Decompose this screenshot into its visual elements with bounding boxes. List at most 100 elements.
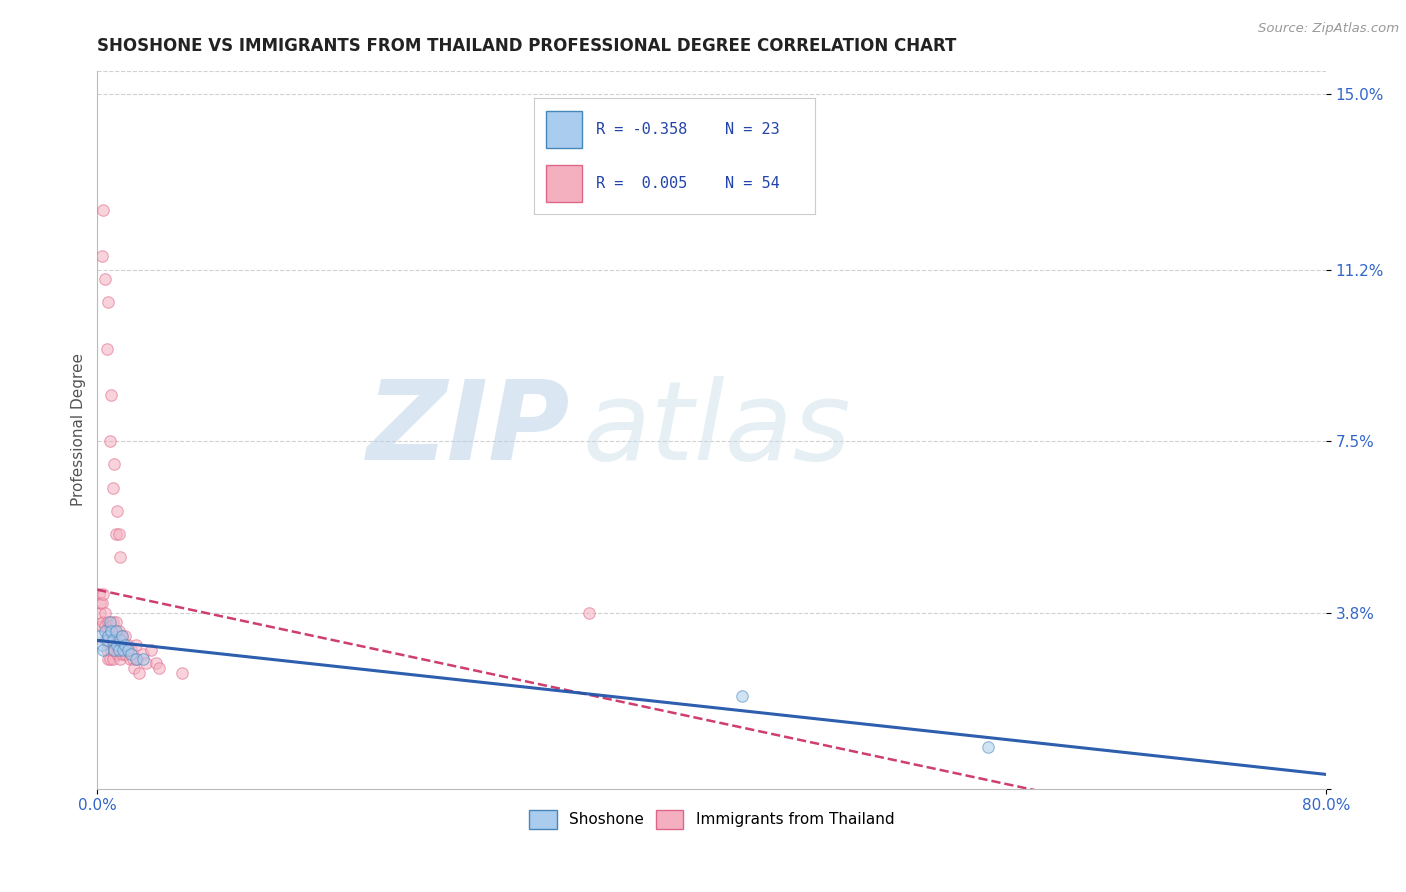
- Point: [93, 202, 115, 217]
- Point: [128, 665, 150, 680]
- Point: [110, 652, 132, 666]
- FancyBboxPatch shape: [546, 111, 582, 148]
- Point: [97, 633, 120, 648]
- Text: Source: ZipAtlas.com: Source: ZipAtlas.com: [1258, 22, 1399, 36]
- Point: [120, 642, 142, 657]
- Point: [103, 642, 125, 657]
- Point: [104, 526, 127, 541]
- Point: [89, 596, 111, 610]
- Point: [148, 661, 170, 675]
- Point: [112, 642, 135, 657]
- Point: [110, 549, 132, 564]
- Point: [578, 606, 600, 620]
- Point: [97, 615, 120, 629]
- Text: R = -0.358: R = -0.358: [596, 122, 688, 137]
- Point: [100, 642, 122, 657]
- Point: [91, 619, 114, 633]
- Point: [101, 481, 124, 495]
- Point: [145, 657, 167, 671]
- Point: [132, 652, 155, 666]
- Point: [96, 342, 118, 356]
- Point: [103, 642, 125, 657]
- Point: [97, 629, 120, 643]
- Point: [87, 587, 110, 601]
- Point: [132, 647, 155, 661]
- Point: [117, 638, 139, 652]
- Point: [94, 633, 117, 648]
- Point: [94, 624, 117, 638]
- Point: [97, 295, 120, 310]
- Point: [731, 689, 754, 703]
- Point: [110, 629, 132, 643]
- Point: [89, 606, 111, 620]
- Text: N = 23: N = 23: [725, 122, 780, 137]
- Point: [93, 642, 115, 657]
- Point: [94, 272, 117, 286]
- Point: [104, 624, 127, 638]
- Point: [170, 665, 193, 680]
- Point: [125, 652, 148, 666]
- Point: [98, 652, 121, 666]
- Point: [121, 652, 143, 666]
- Point: [100, 624, 122, 638]
- Point: [108, 624, 131, 638]
- Point: [100, 388, 122, 402]
- Point: [96, 642, 118, 657]
- Point: [135, 657, 157, 671]
- Point: [105, 629, 128, 643]
- Point: [108, 526, 131, 541]
- Point: [100, 619, 122, 633]
- Point: [112, 638, 135, 652]
- Point: [120, 647, 142, 661]
- Point: [101, 652, 124, 666]
- Point: [115, 642, 138, 657]
- Point: [98, 619, 121, 633]
- Point: [101, 633, 124, 648]
- Point: [111, 629, 134, 643]
- Point: [101, 638, 124, 652]
- Point: [111, 647, 134, 661]
- Point: [98, 638, 121, 652]
- Point: [96, 633, 118, 648]
- FancyBboxPatch shape: [546, 165, 582, 202]
- Legend: Shoshone, Immigrants from Thailand: Shoshone, Immigrants from Thailand: [523, 804, 900, 835]
- Point: [94, 606, 117, 620]
- Point: [91, 249, 114, 263]
- Point: [114, 638, 136, 652]
- Point: [111, 629, 134, 643]
- Point: [98, 615, 121, 629]
- Point: [98, 434, 121, 449]
- Point: [127, 652, 149, 666]
- Point: [117, 642, 139, 657]
- Point: [105, 638, 128, 652]
- Point: [96, 624, 118, 638]
- Point: [91, 596, 114, 610]
- Text: SHOSHONE VS IMMIGRANTS FROM THAILAND PROFESSIONAL DEGREE CORRELATION CHART: SHOSHONE VS IMMIGRANTS FROM THAILAND PRO…: [97, 37, 956, 55]
- Point: [89, 629, 111, 643]
- Point: [105, 504, 128, 518]
- Point: [105, 647, 128, 661]
- Point: [94, 619, 117, 633]
- Point: [93, 587, 115, 601]
- Y-axis label: Professional Degree: Professional Degree: [72, 353, 86, 506]
- Point: [114, 647, 136, 661]
- Point: [97, 652, 120, 666]
- Text: R =  0.005: R = 0.005: [596, 177, 688, 192]
- Point: [110, 633, 132, 648]
- Point: [108, 642, 131, 657]
- Point: [139, 642, 162, 657]
- Point: [977, 739, 1000, 754]
- Point: [93, 615, 115, 629]
- Text: ZIP: ZIP: [367, 376, 571, 483]
- Point: [104, 615, 127, 629]
- Point: [122, 661, 145, 675]
- Point: [103, 458, 125, 472]
- Point: [108, 642, 131, 657]
- Point: [125, 638, 148, 652]
- Point: [91, 638, 114, 652]
- Text: N = 54: N = 54: [725, 177, 780, 192]
- Point: [104, 638, 127, 652]
- Point: [118, 652, 141, 666]
- Point: [114, 629, 136, 643]
- Point: [103, 624, 125, 638]
